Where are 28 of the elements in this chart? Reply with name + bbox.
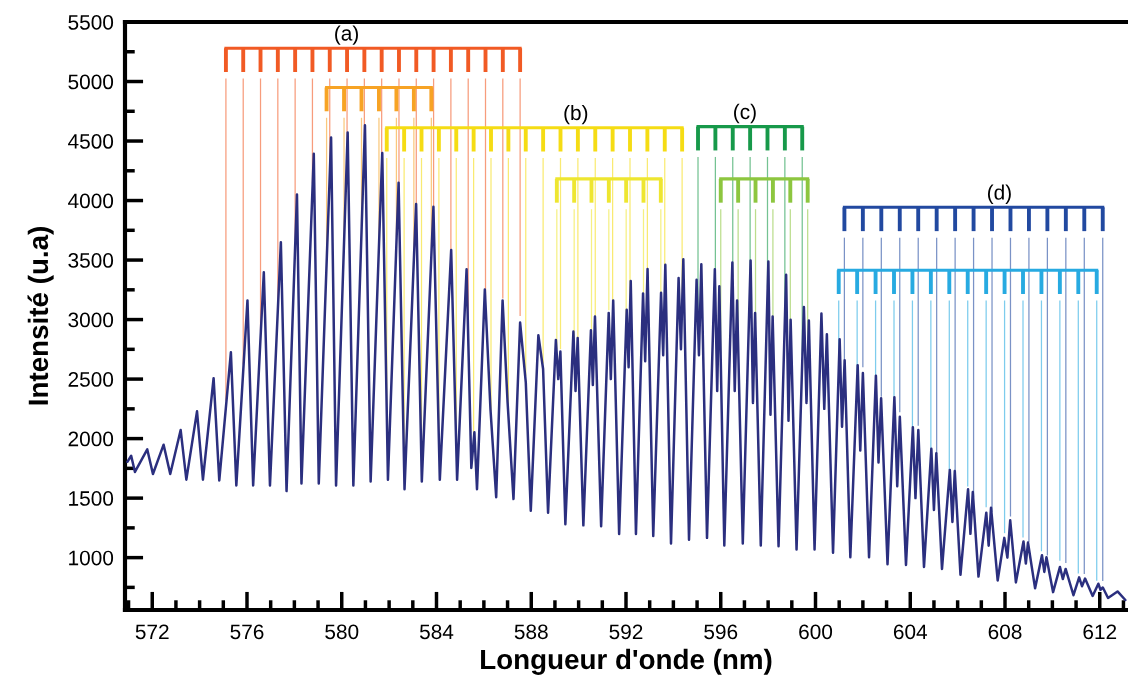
y-tick-label: 3500 [68,253,114,268]
annotation: (b) [564,104,588,125]
y-tick-label: 1500 [69,491,114,506]
x-tick-label: 572 [135,624,169,640]
annotation: (d) [987,184,1011,204]
x-tick-label: 600 [799,624,833,640]
x-tick-label: 604 [893,624,928,640]
y-tick-label: 3000 [68,312,114,328]
x-tick-label: 592 [609,624,643,640]
y-tick-label: 2500 [68,372,114,387]
x-tick-label: 588 [514,624,548,640]
y-tick-label: 5500 [68,15,114,30]
y-axis-title: Intensité (u.a) [27,227,54,405]
y-tick-label: 4500 [68,134,114,149]
x-tick-label: 580 [325,624,359,640]
y-tick-label: 2000 [68,431,114,447]
x-tick-label: 584 [419,624,454,640]
x-axis-title: Longueur d'onde (nm) [481,648,772,675]
y-tick-label: 4000 [68,193,114,209]
x-tick-label: 596 [704,624,738,640]
line-series [126,124,1127,602]
x-tick-label: 608 [988,624,1022,640]
x-tick-label: 612 [1083,624,1117,640]
annotation: (a) [335,25,358,45]
annotation: (c) [734,103,756,124]
x-tick-label: 576 [230,624,264,640]
y-tick-label: 1000 [69,550,114,566]
y-tick-label: 5000 [68,74,114,90]
